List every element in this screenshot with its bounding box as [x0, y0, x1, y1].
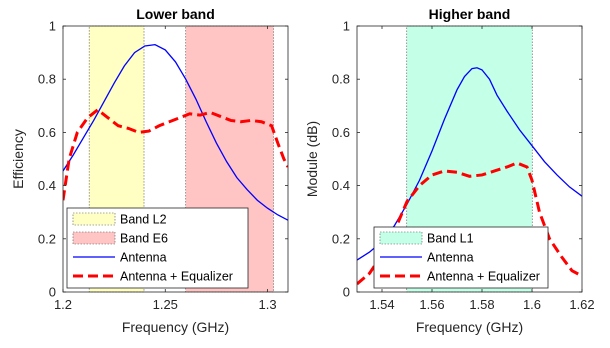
- y-tick-label: 0.2: [38, 231, 56, 246]
- series-line-antenna-equalizer: [63, 107, 288, 201]
- legend-label: Band E6: [120, 232, 168, 246]
- legend-label: Band L2: [120, 213, 167, 227]
- x-tick-label: 1.56: [419, 297, 444, 312]
- y-tick-label: 0: [343, 285, 350, 300]
- legend-label: Antenna + Equalizer: [427, 270, 540, 284]
- legend: Band L2 Band E6 Antenna Antenna + Equalizer: [66, 207, 249, 289]
- x-tick-label: 1.2: [54, 297, 72, 312]
- x-axis-label: Frequency (GHz): [416, 319, 523, 335]
- legend-label: Antenna: [427, 251, 474, 265]
- x-tick-label: 1.62: [569, 297, 594, 312]
- y-tick-label: 0.8: [332, 72, 350, 87]
- y-tick-label: 0.2: [332, 231, 350, 246]
- x-tick-label: 1.25: [153, 297, 178, 312]
- legend-swatch: [379, 231, 423, 245]
- legend-swatch: [72, 231, 116, 245]
- x-tick-label: 1.54: [369, 297, 394, 312]
- legend: Band L1 Antenna Antenna + Equalizer: [373, 226, 549, 289]
- legend-label: Antenna + Equalizer: [120, 270, 233, 284]
- legend-label: Band L1: [427, 232, 474, 246]
- y-tick-label: 0: [49, 285, 56, 300]
- axes-frame: [62, 25, 289, 293]
- series-line-antenna: [63, 43, 288, 221]
- chart-panel-1: 1.2 1.25 1.3 0 0.2 0.4 0.6 0.8 1 Lower band Freque…: [10, 6, 289, 335]
- chart-panel-2: 1.54 1.56 1.58 1.6 1.62 0 0.2 0.4 0.6 0.8 1 Higher …: [304, 6, 595, 335]
- x-tick-label: 1.58: [469, 297, 494, 312]
- x-tick-label: 1.6: [523, 297, 541, 312]
- y-tick-label: 0.4: [38, 178, 56, 193]
- legend-label: Antenna: [120, 251, 167, 265]
- chart-title: Lower band: [136, 6, 215, 22]
- y-tick-label: 1: [343, 19, 350, 34]
- chart-title: Higher band: [429, 6, 511, 22]
- y-axis-label: Module (dB): [304, 121, 320, 197]
- x-tick-label: 1.3: [259, 297, 277, 312]
- axes-frame: [356, 25, 583, 293]
- series-line-antenna-equalizer: [357, 161, 582, 286]
- y-tick-label: 0.6: [332, 125, 350, 140]
- x-axis-label: Frequency (GHz): [122, 319, 229, 335]
- legend-swatch: [72, 212, 116, 226]
- y-tick-label: 1: [49, 19, 56, 34]
- y-tick-label: 0.6: [38, 125, 56, 140]
- y-tick-label: 0.4: [332, 178, 350, 193]
- y-axis-label: Efficiency: [10, 129, 26, 189]
- y-tick-label: 0.8: [38, 72, 56, 87]
